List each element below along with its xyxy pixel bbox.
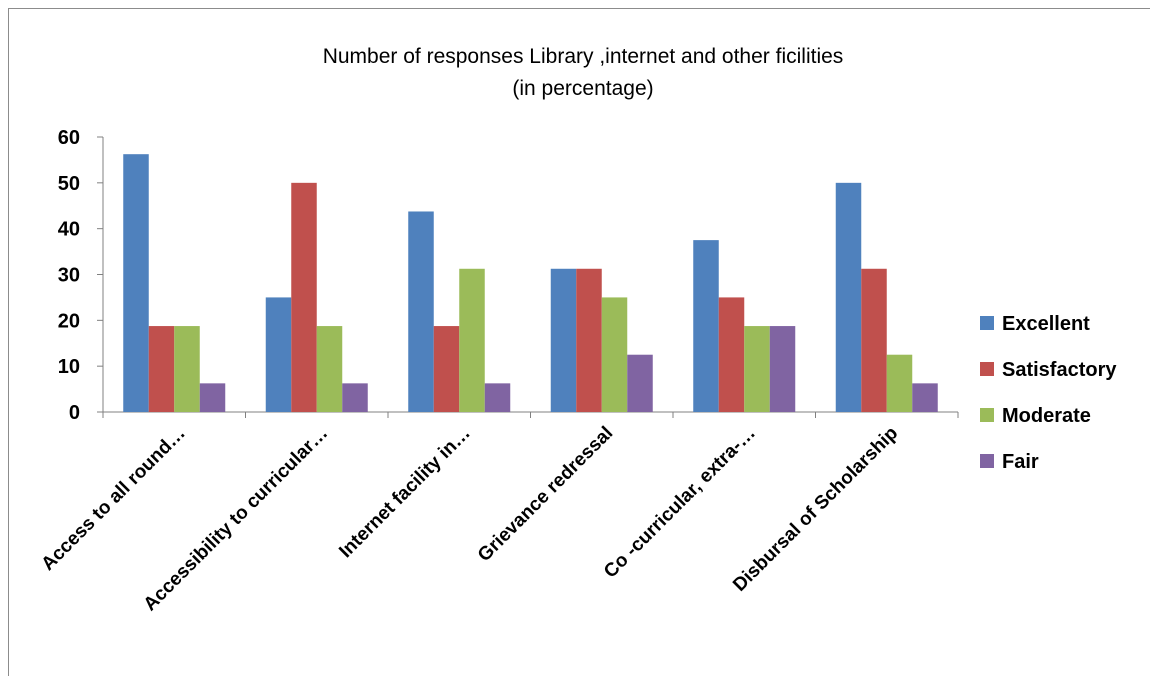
bar	[485, 383, 511, 412]
y-tick-label: 60	[58, 127, 80, 149]
x-tick-label: Internet facility in…	[335, 423, 475, 563]
legend-swatch	[980, 408, 994, 422]
x-tick-label: Access to all round…	[38, 423, 190, 575]
chart-subtitle: (in percentage)	[512, 77, 653, 100]
bar	[719, 297, 745, 412]
y-tick-label: 40	[58, 219, 80, 241]
legend-label: Moderate	[1002, 405, 1091, 427]
legend-swatch	[980, 454, 994, 468]
bar	[912, 383, 938, 412]
y-tick-label: 0	[69, 402, 80, 424]
bar	[602, 297, 628, 412]
bar	[744, 326, 770, 412]
y-tick-label: 50	[58, 173, 80, 195]
legend-label: Fair	[1002, 451, 1039, 473]
bar	[342, 383, 368, 412]
y-tick-label: 20	[58, 310, 80, 332]
bars-group	[123, 154, 938, 412]
y-tick-label: 10	[58, 356, 80, 378]
bar	[627, 355, 653, 412]
chart-title: Number of responses Library ,internet an…	[323, 45, 844, 68]
bar	[576, 269, 602, 412]
bar	[861, 269, 887, 412]
bar	[149, 326, 175, 412]
y-axis: 0 10 20 30 40 50 60	[58, 127, 103, 424]
x-tick-label: Grievance redressal	[474, 423, 617, 566]
legend-swatch	[980, 362, 994, 376]
bar	[123, 154, 149, 412]
bar	[836, 183, 862, 412]
y-tick-label: 30	[58, 265, 80, 287]
legend: Excellent Satisfactory Moderate Fair	[980, 313, 1117, 473]
legend-label: Excellent	[1002, 313, 1090, 335]
bar	[200, 383, 226, 412]
bar	[408, 211, 434, 412]
bar	[693, 240, 719, 412]
bar	[887, 355, 913, 412]
bar	[174, 326, 200, 412]
bar	[434, 326, 460, 412]
bar	[266, 297, 292, 412]
bar	[770, 326, 796, 412]
legend-label: Satisfactory	[1002, 359, 1117, 381]
x-axis: Access to all round…Accessibility to cur…	[38, 412, 958, 615]
legend-swatch	[980, 316, 994, 330]
bar	[459, 269, 485, 412]
bar	[551, 269, 577, 412]
bar	[317, 326, 343, 412]
x-tick-label: Disbursal of Scholarship	[729, 423, 902, 596]
bar	[291, 183, 317, 412]
x-tick-label: Co -curricular, extra-…	[600, 423, 760, 583]
